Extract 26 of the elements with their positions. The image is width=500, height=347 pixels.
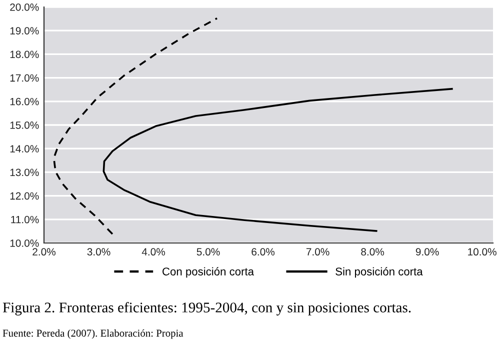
y-tick-label: 19.0% [10, 27, 39, 34]
line-series [102, 88, 453, 232]
y-tick-label: 18.0% [10, 50, 39, 58]
x-tick-label: 3.0% [87, 248, 110, 256]
x-tick-label: 8.0% [361, 248, 384, 256]
x-tick-label: 5.0% [196, 248, 220, 256]
x-tick-label: 4.0% [142, 248, 166, 256]
legend-label: Sin posición corta [336, 267, 423, 278]
text: Figura 2. Fronteras eficientes: 1995-2004, con y sin posiciones cortas. [2, 302, 411, 316]
y-tick-label: 16.0% [10, 98, 39, 106]
legend-label: Con posición corta [162, 267, 254, 278]
y-tick-label: 10.0% [10, 240, 39, 247]
x-tick-label: 6.0% [252, 248, 275, 256]
y-tick-label: 15.0% [10, 122, 39, 129]
source-note: Fuente: Pereda (2007). Elaboración: Propia [2, 329, 184, 339]
y-tick-label: 14.0% [10, 145, 39, 152]
x-tick-label: 10.0% [468, 248, 496, 256]
y-tick-label: 17.0% [10, 74, 39, 82]
y-tick-label: 20.0% [10, 4, 39, 11]
x-tick-label: 2.0% [32, 248, 56, 256]
y-tick-label: 12.0% [10, 192, 39, 200]
x-tick-label: 7.0% [306, 248, 330, 256]
line-series [52, 17, 218, 235]
x-tick-label: 9.0% [416, 248, 439, 256]
y-tick-label: 11.0% [11, 216, 39, 224]
y-tick-label: 13.0% [10, 168, 39, 176]
